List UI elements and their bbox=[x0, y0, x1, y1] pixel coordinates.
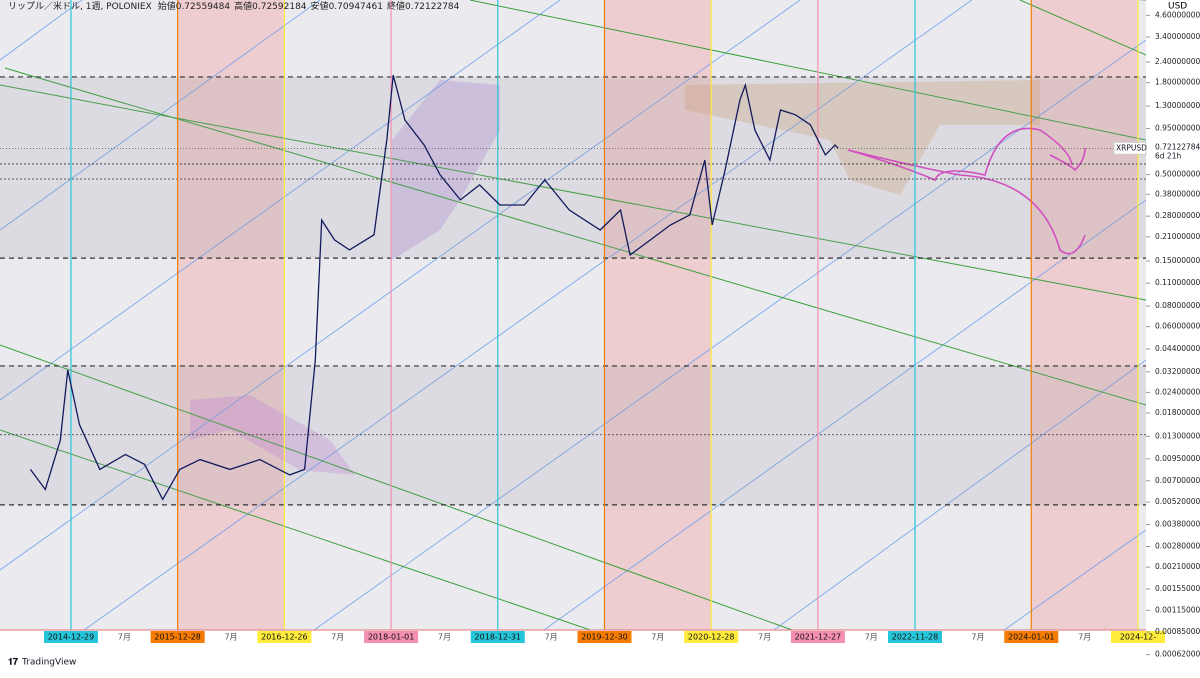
date-label-box bbox=[887, 631, 942, 643]
y-tick-label: 0.08000000 bbox=[1155, 301, 1200, 310]
y-tick-label: 1.80000000 bbox=[1155, 78, 1200, 87]
x-tick-label: 2018-12-31 bbox=[475, 633, 522, 642]
symbol-title: リップル／米ドル, 1週, POLONIEX bbox=[8, 0, 152, 12]
y-tick-label: 0.00950000 bbox=[1155, 454, 1200, 463]
y-tick-label: 0.15000000 bbox=[1155, 256, 1200, 265]
ohlc-label: 始値 bbox=[158, 0, 176, 12]
y-tick-label: 0.95000000 bbox=[1155, 124, 1200, 133]
x-tick-label: 7月 bbox=[118, 633, 131, 642]
y-tick-label: 0.00520000 bbox=[1155, 497, 1200, 506]
ohlc-label: 高値 bbox=[234, 0, 252, 12]
y-tick-label: 0.02400000 bbox=[1155, 387, 1200, 396]
x-tick-label: 2024-12- bbox=[1120, 633, 1156, 642]
ohlc-value: 0.72592184 bbox=[252, 2, 307, 12]
header: リップル／米ドル, 1週, POLONIEX 始値0.72559484 高値0.72… bbox=[8, 0, 460, 12]
x-tick-label: 7月 bbox=[651, 633, 664, 642]
y-tick-label: 0.38000000 bbox=[1155, 189, 1200, 198]
y-tick-label: 0.01800000 bbox=[1155, 408, 1200, 417]
ohlc-value: 0.72559484 bbox=[176, 2, 231, 12]
brand: TradingView bbox=[21, 658, 76, 668]
cloud bbox=[685, 80, 1040, 195]
date-label-box bbox=[684, 631, 739, 643]
shaded-band bbox=[177, 0, 284, 630]
y-tick-label: 0.00380000 bbox=[1155, 520, 1200, 529]
y-tick-label: 0.28000000 bbox=[1155, 211, 1200, 220]
price-axis bbox=[1146, 0, 1200, 674]
ohlc-value: 0.70947461 bbox=[329, 2, 383, 12]
x-tick-label: 2021-12-27 bbox=[795, 633, 842, 642]
y-tick-label: 0.00210000 bbox=[1155, 562, 1200, 571]
y-tick-label: 0.00700000 bbox=[1155, 476, 1200, 485]
ohlc-label: 安値 bbox=[311, 0, 329, 12]
date-label-box bbox=[790, 631, 845, 643]
x-tick-label: 2022-11-28 bbox=[892, 633, 939, 642]
shaded-band bbox=[1032, 0, 1138, 630]
date-label-box bbox=[257, 631, 312, 643]
x-tick-label: 2020-12-28 bbox=[688, 633, 735, 642]
y-tick-label: 3.40000000 bbox=[1155, 32, 1200, 41]
date-label-box bbox=[43, 631, 98, 643]
x-tick-label: 7月 bbox=[758, 633, 771, 642]
brand-logo: 𝟏𝟕 bbox=[8, 657, 18, 668]
x-tick-label: 2019-12-30 bbox=[581, 633, 628, 642]
y-tick-label: 0.21000000 bbox=[1155, 232, 1200, 241]
level-band bbox=[0, 76, 1146, 259]
x-tick-label: 7月 bbox=[438, 633, 451, 642]
y-tick-label: 0.00280000 bbox=[1155, 542, 1200, 551]
trend-lines-green bbox=[0, 0, 1146, 630]
currency: USD bbox=[1168, 2, 1187, 12]
x-tick-label: 7月 bbox=[1078, 633, 1091, 642]
date-label-box bbox=[1004, 631, 1059, 643]
countdown: 6d 21h bbox=[1155, 151, 1181, 160]
series-label: XRPUSD bbox=[1116, 143, 1147, 152]
date-label-box bbox=[470, 631, 525, 643]
cloud bbox=[392, 80, 500, 260]
shaded-band bbox=[605, 0, 711, 630]
y-tick-label: 0.03200000 bbox=[1155, 367, 1200, 376]
y-tick-label: 2.40000000 bbox=[1155, 57, 1200, 66]
hand-drawn-projection bbox=[847, 127, 1086, 255]
y-tick-label: 0.00085000 bbox=[1155, 627, 1200, 636]
y-tick-label: 0.06000000 bbox=[1155, 322, 1200, 331]
x-tick-label: 2016-12-26 bbox=[261, 633, 308, 642]
y-tick-label: 0.04400000 bbox=[1155, 344, 1200, 353]
ohlc-value: 0.72122784 bbox=[405, 2, 460, 12]
date-label-box bbox=[364, 631, 419, 643]
y-tick-label: 0.11000000 bbox=[1155, 278, 1200, 287]
x-tick-label: 7月 bbox=[865, 633, 878, 642]
y-tick-label: 0.00115000 bbox=[1155, 605, 1200, 614]
x-tick-label: 2015-12-28 bbox=[154, 633, 201, 642]
plot-layer bbox=[0, 0, 1146, 630]
level-band bbox=[0, 365, 1146, 505]
y-tick-label: 0.50000000 bbox=[1155, 170, 1200, 179]
x-tick-label: 7月 bbox=[224, 633, 237, 642]
x-tick-label: 2014-12-29 bbox=[48, 633, 95, 642]
plot-background bbox=[0, 0, 1146, 630]
y-tick-label: 1.30000000 bbox=[1155, 101, 1200, 110]
x-tick-label: 7月 bbox=[971, 633, 984, 642]
y-tick-label: 4.60000000 bbox=[1155, 10, 1200, 19]
x-tick-label: 7月 bbox=[545, 633, 558, 642]
x-tick-label: 7月 bbox=[331, 633, 344, 642]
date-label-box bbox=[577, 631, 632, 643]
y-tick-label: 0.01300000 bbox=[1155, 431, 1200, 440]
ohlc-label: 終値 bbox=[387, 0, 405, 12]
y-tick-label: 0.00155000 bbox=[1155, 584, 1200, 593]
date-label-box bbox=[1110, 631, 1165, 643]
date-label-box bbox=[150, 631, 205, 643]
y-tick-label: 0.00062000 bbox=[1155, 650, 1200, 659]
series-label-box bbox=[1113, 141, 1147, 155]
x-tick-label: 2018-01-01 bbox=[368, 633, 415, 642]
x-tick-label: 2024-01-01 bbox=[1008, 633, 1055, 642]
ohlc: 始値0.72559484 高値0.72592184 安値0.70947461 終値0.… bbox=[158, 0, 460, 12]
price-line bbox=[29, 74, 839, 501]
last-price: 0.72122784 bbox=[1155, 142, 1200, 151]
last-price-box bbox=[1150, 141, 1200, 162]
